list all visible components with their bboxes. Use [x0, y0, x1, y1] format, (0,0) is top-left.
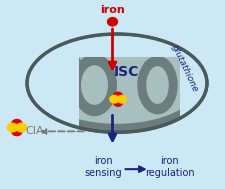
- Bar: [180, 104, 225, 170]
- Text: iron
regulation: iron regulation: [145, 156, 195, 178]
- Circle shape: [114, 99, 123, 106]
- Text: iron
sensing: iron sensing: [85, 156, 122, 178]
- Circle shape: [108, 18, 117, 26]
- Ellipse shape: [137, 56, 178, 114]
- Bar: [11, 104, 79, 170]
- Ellipse shape: [38, 50, 88, 116]
- Ellipse shape: [27, 34, 207, 132]
- Ellipse shape: [48, 62, 78, 104]
- Circle shape: [110, 95, 119, 103]
- Circle shape: [7, 123, 18, 132]
- Ellipse shape: [146, 66, 169, 104]
- Ellipse shape: [34, 43, 200, 124]
- Text: CIA: CIA: [26, 126, 45, 136]
- Text: glutathione: glutathione: [170, 43, 199, 93]
- Text: ISC: ISC: [113, 65, 139, 79]
- Text: iron: iron: [100, 5, 125, 15]
- Ellipse shape: [72, 54, 117, 116]
- Circle shape: [12, 119, 22, 128]
- Bar: [11, 38, 79, 104]
- Circle shape: [114, 92, 123, 100]
- Bar: [11, 132, 214, 170]
- Circle shape: [16, 123, 27, 132]
- Circle shape: [117, 95, 126, 103]
- Ellipse shape: [81, 65, 108, 105]
- Bar: [180, 38, 225, 104]
- Bar: [11, 28, 214, 57]
- Circle shape: [12, 127, 22, 136]
